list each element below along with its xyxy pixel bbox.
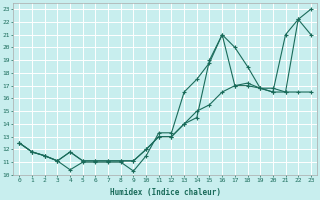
X-axis label: Humidex (Indice chaleur): Humidex (Indice chaleur) bbox=[110, 188, 220, 197]
